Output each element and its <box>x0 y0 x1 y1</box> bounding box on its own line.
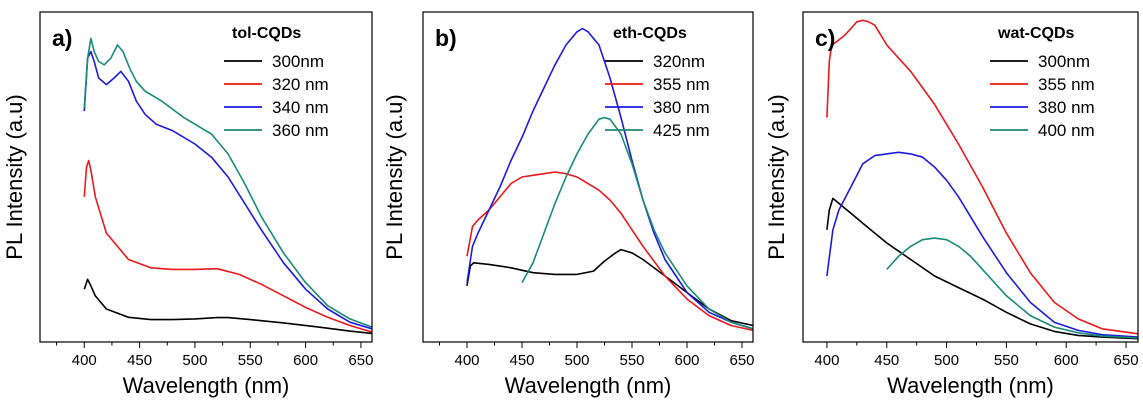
series-line-4 <box>84 38 372 327</box>
x-tick-label: 600 <box>674 352 699 369</box>
legend-label: 360 nm <box>272 121 329 140</box>
x-axis-title: Wavelength (nm) <box>505 373 672 398</box>
chart-panel-1: 400 450 500 550 600 650 Wavelength (nm) PL Inte… <box>2 12 373 398</box>
legend-label: 355 nm <box>653 75 710 94</box>
legend-label: 320nm <box>653 52 705 71</box>
x-axis-title: Wavelength (nm) <box>887 373 1054 398</box>
series-line-4 <box>522 118 753 329</box>
x-axis-title: Wavelength (nm) <box>123 373 290 398</box>
x-tick-label: 500 <box>182 352 207 369</box>
legend-title: wat-CQDs <box>997 25 1075 42</box>
legend-title: tol-CQDs <box>232 25 301 42</box>
x-tick-label: 500 <box>934 352 959 369</box>
legend-label: 300nm <box>1038 52 1090 71</box>
x-tick-label: 450 <box>127 352 152 369</box>
x-tick-label: 550 <box>619 352 644 369</box>
legend-label: 380 nm <box>653 98 710 117</box>
legend-title: eth-CQDs <box>613 25 687 42</box>
legend-label: 355 nm <box>1038 75 1095 94</box>
x-tick-label: 600 <box>1054 352 1079 369</box>
chart-panel-3: 400 450 500 550 600 650 Wavelength (nm) PL Inte… <box>764 12 1139 398</box>
x-tick-label: 400 <box>814 352 839 369</box>
panel-label: a) <box>52 25 72 51</box>
y-axis-title: PL Intensity (a.u) <box>764 94 789 259</box>
series-line-3 <box>84 52 372 329</box>
x-tick-label: 650 <box>348 352 373 369</box>
x-tick-label: 450 <box>509 352 534 369</box>
panel-label: b) <box>435 25 457 51</box>
legend-label: 340 nm <box>272 98 329 117</box>
x-tick-label: 600 <box>293 352 318 369</box>
panel-label: c) <box>815 25 835 51</box>
series-line-4 <box>887 238 1138 338</box>
series-line-3 <box>467 29 753 329</box>
y-axis-title: PL Intensity (a.u) <box>2 94 27 259</box>
x-tick-label: 400 <box>454 352 479 369</box>
legend-label: 300nm <box>272 52 324 71</box>
x-tick-label: 500 <box>564 352 589 369</box>
x-tick-label: 550 <box>238 352 263 369</box>
legend-label: 425 nm <box>653 121 710 140</box>
x-tick-label: 450 <box>874 352 899 369</box>
series-line-3 <box>827 152 1138 337</box>
legend-label: 400 nm <box>1038 121 1095 140</box>
x-tick-label: 650 <box>1114 352 1139 369</box>
chart-panel-2: 400 450 500 550 600 650 Wavelength (nm) PL Inte… <box>382 12 755 398</box>
series-line-1 <box>467 250 753 326</box>
series-line-2 <box>467 172 753 330</box>
legend-label: 380 nm <box>1038 98 1095 117</box>
x-tick-label: 550 <box>994 352 1019 369</box>
legend-label: 320 nm <box>272 75 329 94</box>
x-tick-label: 650 <box>729 352 754 369</box>
series-line-2 <box>827 20 1138 334</box>
y-axis-title: PL Intensity (a.u) <box>382 94 407 259</box>
x-tick-label: 400 <box>72 352 97 369</box>
